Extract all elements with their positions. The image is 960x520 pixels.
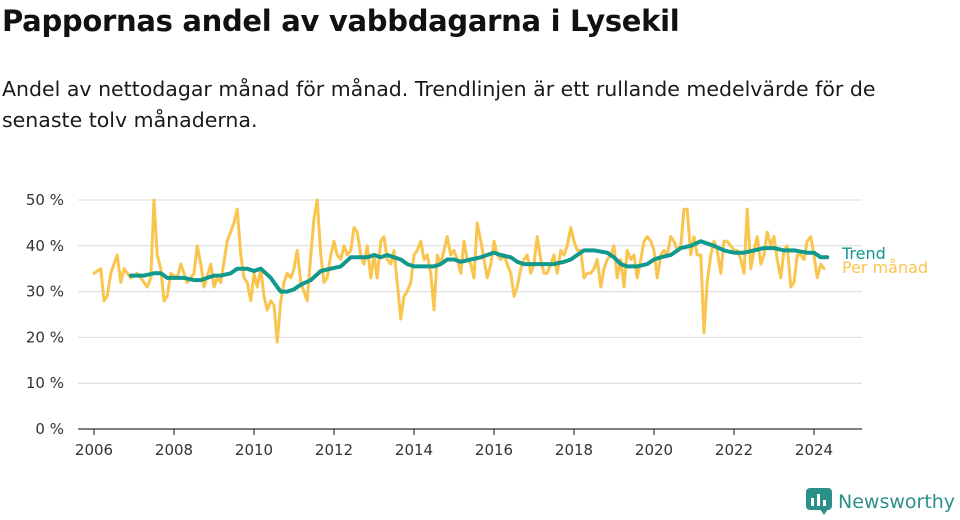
chart-title: Pappornas andel av vabbdagarna i Lysekil	[2, 4, 680, 38]
series-line-per-manad	[92, 198, 826, 344]
x-tick-label: 2022	[715, 441, 753, 459]
x-tick-label: 2006	[75, 441, 113, 459]
y-tick-label: 20 %	[26, 328, 64, 346]
legend-label-trend: Trend	[841, 244, 886, 263]
x-tick-label: 2014	[395, 441, 433, 459]
brand-name: Newsworthy	[838, 491, 956, 513]
x-tick-label: 2008	[155, 441, 193, 459]
x-tick-label: 2010	[235, 441, 273, 459]
x-tick-label: 2020	[635, 441, 673, 459]
series-line-trend	[128, 239, 830, 294]
y-gridlines	[78, 199, 862, 384]
brand-logo[interactable]: Newsworthy	[806, 488, 955, 516]
y-tick-label: 0 %	[35, 420, 64, 438]
legend-label-per-manad: Per månad	[842, 258, 928, 277]
y-axis-tick-labels: 0 % 10 % 20 % 30 % 40 % 50 %	[26, 191, 64, 438]
x-tick-label: 2016	[475, 441, 513, 459]
x-tick-label: 2018	[555, 441, 593, 459]
x-tick-label: 2024	[795, 441, 833, 459]
y-tick-label: 10 %	[26, 374, 64, 392]
x-tick-label: 2012	[315, 441, 353, 459]
series-layer	[92, 198, 830, 344]
y-tick-label: 30 %	[26, 283, 64, 301]
chart-subtitle: Andel av nettodagar månad för månad. Tre…	[2, 77, 876, 132]
x-axis-ticks: 2006 2008 2010 2012 2014 2016 2018 2020 2022 2024	[75, 429, 833, 459]
newsworthy-logo-icon	[806, 488, 832, 515]
y-tick-label: 50 %	[26, 191, 64, 209]
y-tick-label: 40 %	[26, 237, 64, 255]
